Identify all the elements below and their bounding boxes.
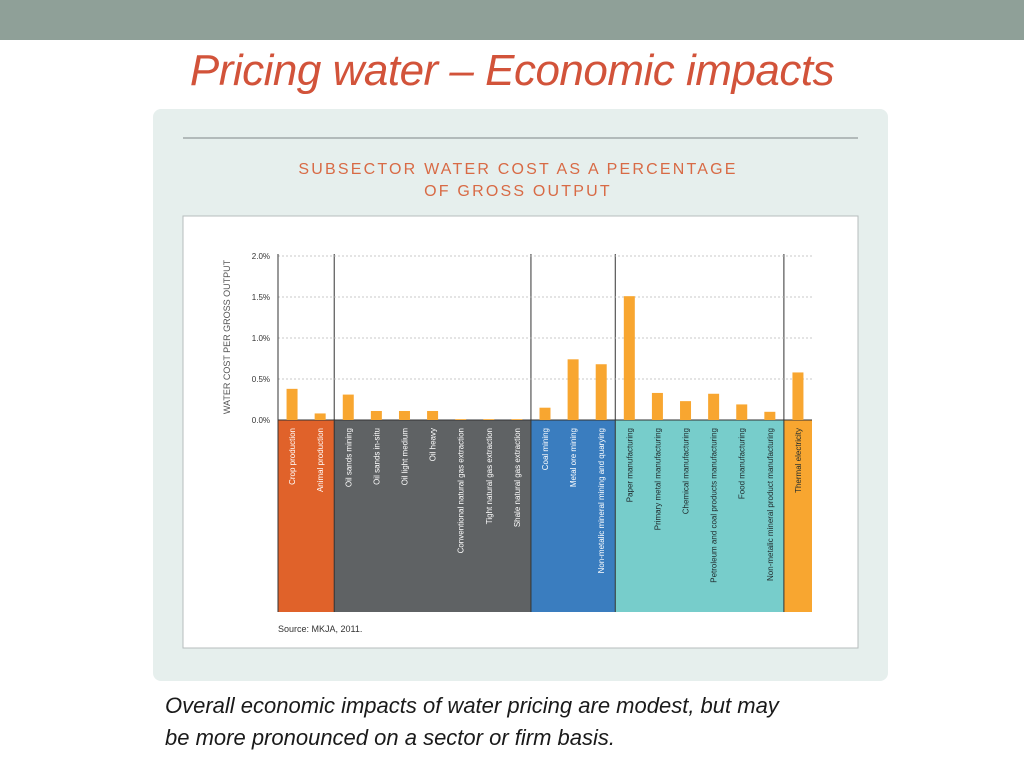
y-tick-label: 0.0% (252, 416, 270, 425)
bar (455, 419, 467, 420)
bar (314, 413, 326, 420)
x-category-label: Oil sands in-situ (372, 428, 381, 485)
group-band (334, 420, 531, 612)
bar (511, 419, 523, 420)
x-category-label: Non-metalic mineral product manufacturin… (766, 428, 775, 581)
bar (651, 392, 663, 420)
group-band (615, 420, 784, 612)
bar (708, 393, 720, 420)
bar (398, 410, 410, 420)
x-category-label: Food manufacturing (738, 428, 747, 499)
bar (792, 372, 804, 420)
caption-line-1: Overall economic impacts of water pricin… (165, 693, 779, 718)
x-category-label: Chemical manufacturing (682, 428, 691, 514)
bar (370, 410, 382, 420)
x-category-label: Oil light medium (400, 428, 409, 486)
x-category-label: Coal mining (541, 428, 550, 470)
y-tick-label: 1.0% (252, 334, 270, 343)
slide-caption: Overall economic impacts of water pricin… (165, 690, 905, 754)
x-category-label: Crop production (288, 428, 297, 485)
y-axis-label: WATER COST PER GROSS OUTPUT (222, 259, 232, 414)
x-category-label: Tight natural gas extraction (485, 428, 494, 524)
y-tick-label: 2.0% (252, 252, 270, 261)
slide-title: Pricing water – Economic impacts (189, 46, 835, 95)
caption-line-2: be more pronounced on a sector or firm b… (165, 725, 616, 750)
bar (567, 359, 579, 420)
top-accent-bar (0, 0, 1024, 40)
x-category-label: Conventional natural gas extraction (457, 428, 466, 553)
bar (539, 407, 551, 420)
bar (286, 388, 298, 420)
bar (623, 296, 635, 420)
x-category-label: Oil sands mining (344, 428, 353, 487)
x-category-label: Paper manufacturing (625, 428, 634, 502)
bar (483, 419, 495, 420)
bar (427, 410, 439, 420)
bar (595, 364, 607, 420)
y-tick-label: 1.5% (252, 293, 270, 302)
x-category-label: Thermal electricity (794, 428, 803, 493)
bar (736, 404, 748, 420)
bar (764, 411, 776, 420)
x-category-label: Metal ore mining (569, 428, 578, 487)
bar-chart: SUBSECTOR WATER COST AS A PERCENTAGE OF … (182, 137, 859, 649)
x-category-label: Animal production (316, 428, 325, 492)
y-tick-label: 0.5% (252, 375, 270, 384)
bar (680, 401, 692, 420)
group-band (278, 420, 335, 612)
group-band (783, 420, 812, 612)
bar (342, 394, 354, 420)
x-category-label: Petroleum and coal products manufacturin… (710, 428, 719, 583)
x-category-label: Non-metalic mineral mining and quarying (597, 428, 606, 573)
group-band (530, 420, 616, 612)
chart-title-line-1: SUBSECTOR WATER COST AS A PERCENTAGE (298, 161, 737, 178)
x-category-label: Primary metal manufacturing (653, 428, 662, 530)
source-note: Source: MKJA, 2011. (278, 624, 362, 634)
chart-title-line-2: OF GROSS OUTPUT (424, 183, 612, 200)
x-category-label: Oil heavy (429, 428, 438, 461)
x-category-label: Shale natural gas extraction (513, 428, 522, 527)
